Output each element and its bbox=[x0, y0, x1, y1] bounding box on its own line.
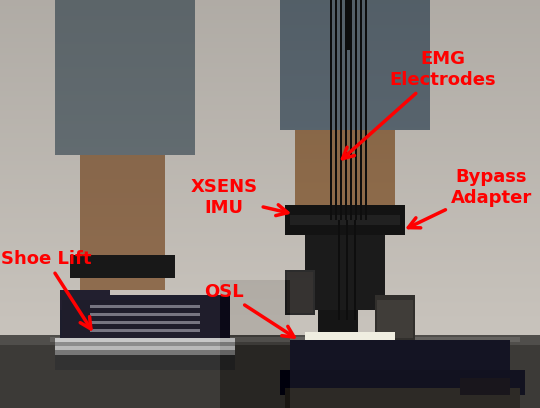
Text: OSL: OSL bbox=[204, 283, 294, 337]
Text: XSENS
IMU: XSENS IMU bbox=[191, 178, 288, 217]
Text: Bypass
Adapter: Bypass Adapter bbox=[408, 168, 532, 228]
Text: Shoe Lift: Shoe Lift bbox=[1, 250, 91, 329]
Text: EMG
Electrodes: EMG Electrodes bbox=[342, 50, 496, 159]
